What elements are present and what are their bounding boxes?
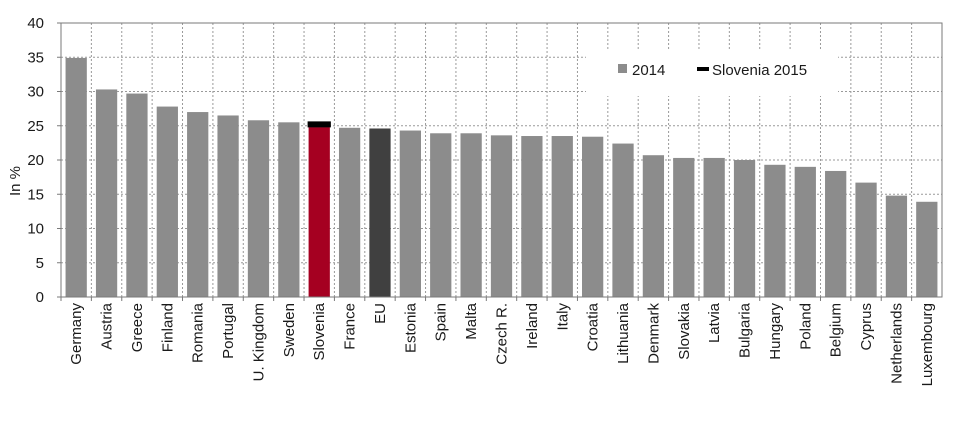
x-tick-label: Malta (463, 302, 480, 339)
y-tick-label: 10 (27, 221, 44, 238)
y-tick-label: 25 (27, 118, 44, 135)
x-tick-label: Finland (159, 303, 176, 352)
y-axis-label: In % (7, 166, 24, 196)
bar-sweden (278, 122, 300, 297)
bar-eu (369, 128, 391, 297)
bar-germany (65, 57, 87, 298)
bar-austria (95, 89, 118, 297)
legend-swatch-slovenia-2015 (697, 67, 709, 71)
bar-estonia (399, 130, 421, 297)
x-tick-label: Croatia (585, 302, 602, 351)
x-tick-label: Hungary (767, 303, 784, 360)
y-tick-label: 35 (27, 49, 44, 66)
bar-finland (156, 106, 178, 297)
x-tick-label: Luxembourg (919, 303, 936, 386)
x-tick-label: Bulgaria (737, 302, 754, 358)
x-tick-label: Slovakia (676, 302, 693, 359)
y-tick-label: 20 (27, 152, 44, 169)
legend-label-slovenia-2015: Slovenia 2015 (712, 62, 807, 79)
x-tick-label: Latvia (706, 302, 723, 343)
x-tick-label: Estonia (402, 302, 419, 353)
x-tick-label: Greece (129, 303, 146, 352)
bar-luxembourg (916, 201, 938, 297)
y-tick-label: 40 (27, 15, 44, 32)
legend: 2014 Slovenia 2015 (586, 50, 838, 96)
x-tick-label: Ireland (524, 303, 541, 349)
x-tick-label: Germany (68, 303, 85, 365)
x-tick-label: Belgium (828, 303, 845, 357)
x-tick-label: France (342, 303, 359, 350)
bars (65, 57, 938, 298)
legend-swatch-2014 (618, 64, 627, 73)
bar-poland (794, 166, 816, 297)
y-tick-label: 30 (27, 84, 44, 101)
x-tick-label: Portugal (220, 303, 237, 359)
bar-lithuania (612, 143, 634, 297)
legend-label-2014: 2014 (632, 62, 665, 79)
bar-croatia (582, 136, 604, 297)
bar-bulgaria (733, 160, 756, 297)
bar-slovakia (673, 157, 695, 297)
x-tick-label: U. Kingdom (250, 303, 267, 381)
x-tick-label: Austria (99, 302, 116, 349)
x-tick-label: Lithuania (615, 302, 632, 364)
bar-cyprus (855, 182, 877, 297)
bar-u-kingdom (247, 120, 270, 298)
bar-france (338, 127, 361, 298)
bar-greece (126, 93, 148, 298)
x-tick-label: Sweden (281, 303, 298, 357)
x-tick-label: Poland (797, 303, 814, 350)
bar-denmark (642, 155, 665, 297)
bar-slovenia (308, 127, 330, 298)
x-axis-ticks: Germany Austria Greece Finland Romania Portug… (60, 297, 936, 386)
x-tick-label: Italy (554, 303, 571, 331)
bar-ireland (521, 136, 543, 297)
bar-malta (460, 133, 482, 297)
bar-italy (551, 136, 573, 297)
x-tick-label: Denmark (645, 303, 662, 364)
bar-latvia (703, 157, 725, 297)
y-tick-label: 5 (36, 255, 44, 272)
bar-czech-r (490, 135, 513, 297)
x-tick-label: EU (372, 303, 389, 324)
y-tick-label: 0 (36, 289, 44, 306)
x-tick-label: Spain (433, 303, 450, 341)
bar-hungary (764, 164, 786, 297)
x-tick-label: Romania (190, 302, 207, 363)
bar-spain (430, 133, 452, 297)
x-tick-label: Netherlands (888, 303, 905, 384)
bar-belgium (825, 170, 847, 297)
bar-netherlands (885, 195, 908, 297)
bar-portugal (217, 115, 239, 297)
x-tick-label: Cyprus (858, 303, 875, 351)
y-axis-ticks: 0 5 10 15 20 25 30 35 40 (27, 15, 61, 306)
x-tick-label: Slovenia (311, 302, 328, 360)
bar-romania (187, 112, 209, 297)
x-tick-label: Czech R. (494, 303, 511, 365)
y-tick-label: 15 (27, 186, 44, 203)
marker-slovenia-2015 (307, 121, 331, 128)
legend-background (586, 50, 838, 96)
